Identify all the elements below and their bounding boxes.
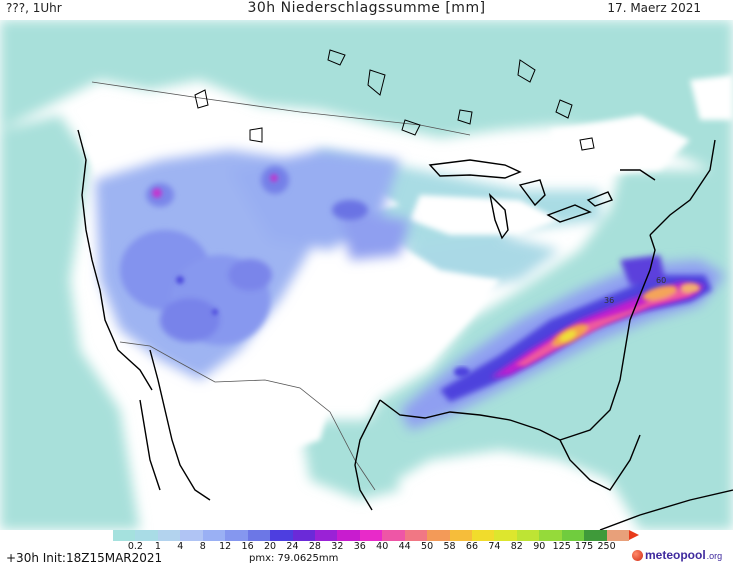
western-precip-peaks bbox=[152, 174, 278, 315]
logo-dot-icon bbox=[632, 549, 643, 561]
legend-swatch bbox=[584, 530, 607, 541]
legend-tick-label: 12 bbox=[219, 541, 232, 552]
legend-tick-label: 74 bbox=[488, 541, 501, 552]
legend-swatch bbox=[180, 530, 203, 541]
legend-tick-label: 24 bbox=[286, 541, 299, 552]
country-borders bbox=[91, 81, 471, 491]
legend-swatch bbox=[225, 530, 248, 541]
legend-swatch bbox=[135, 530, 158, 541]
legend-swatch bbox=[539, 530, 562, 541]
map-value-label: 36 bbox=[604, 296, 614, 305]
date-label: 17. Maerz 2021 bbox=[607, 1, 701, 15]
legend-tick-label: 58 bbox=[443, 541, 456, 552]
great-lakes bbox=[428, 159, 613, 240]
gulf-spots bbox=[454, 367, 470, 377]
legend-tick-label: 50 bbox=[421, 541, 434, 552]
legend-tick-label: 36 bbox=[353, 541, 366, 552]
legend-tick-label: 40 bbox=[376, 541, 389, 552]
brand-name: meteopool bbox=[645, 548, 706, 562]
meteopool-logo[interactable]: meteopool .org bbox=[632, 548, 722, 562]
valid-time-label: ???, 1Uhr bbox=[6, 1, 62, 15]
map-canvas: 36 60 bbox=[0, 20, 733, 530]
legend-swatch bbox=[292, 530, 315, 541]
color-legend bbox=[113, 530, 630, 541]
legend-swatch bbox=[404, 530, 428, 541]
legend-tick-label: 16 bbox=[241, 541, 254, 552]
legend-swatch bbox=[449, 530, 472, 541]
legend-ticks: 0.2 1 4 8 12 16 20 24 28 32 36 40 44 50 58 66 74 82 90 125 1… bbox=[113, 541, 629, 553]
map-title: 30h Niederschlagssumme [mm] bbox=[247, 0, 486, 16]
legend-arrow bbox=[629, 530, 639, 540]
legend-tick-label: 82 bbox=[510, 541, 523, 552]
legend-swatch bbox=[516, 530, 540, 541]
legend-swatch bbox=[157, 530, 181, 541]
legend-tick-label: 44 bbox=[398, 541, 411, 552]
legend-swatch bbox=[382, 530, 405, 541]
heavy-band-core bbox=[515, 283, 700, 366]
coastlines bbox=[77, 129, 733, 530]
run-label: +30h Init:18Z15MAR2021 bbox=[6, 551, 163, 565]
legend-tick-label: 4 bbox=[177, 541, 184, 552]
legend-swatch bbox=[494, 530, 517, 541]
legend-tick-label: 0.2 bbox=[127, 541, 143, 552]
legend-swatch bbox=[561, 530, 585, 541]
legend-tick-label: 90 bbox=[533, 541, 546, 552]
legend-tick-label: 250 bbox=[597, 541, 616, 552]
legend-tick-label: 125 bbox=[552, 541, 571, 552]
legend-swatch bbox=[472, 530, 495, 541]
legend-swatch bbox=[314, 530, 338, 541]
legend-tick-label: 1 bbox=[154, 541, 161, 552]
legend-swatch bbox=[247, 530, 271, 541]
western-precip-core bbox=[120, 166, 368, 345]
legend-tick-label: 20 bbox=[263, 541, 277, 552]
header: ???, 1Uhr 30h Niederschlagssumme [mm] 17… bbox=[0, 0, 733, 20]
legend-tick-label: 32 bbox=[331, 541, 344, 552]
legend-swatch bbox=[427, 530, 450, 541]
legend-swatch bbox=[202, 530, 226, 541]
legend-tick-label: 28 bbox=[308, 541, 321, 552]
brand-tld: .org bbox=[706, 551, 723, 561]
legend-swatch bbox=[359, 530, 383, 541]
precipitation-map: 36 60 bbox=[0, 20, 733, 530]
legend-tick-label: 175 bbox=[575, 541, 594, 552]
legend-swatch bbox=[113, 530, 136, 541]
legend-swatch bbox=[270, 530, 293, 541]
legend-tick-label: 66 bbox=[465, 541, 478, 552]
northern-lakes bbox=[194, 49, 595, 151]
legend-swatch bbox=[606, 530, 630, 541]
legend-swatch bbox=[337, 530, 360, 541]
pmax-label: pmx: 79.0625mm bbox=[249, 553, 339, 564]
map-value-label: 60 bbox=[656, 276, 666, 285]
legend-tick-label: 8 bbox=[199, 541, 206, 552]
